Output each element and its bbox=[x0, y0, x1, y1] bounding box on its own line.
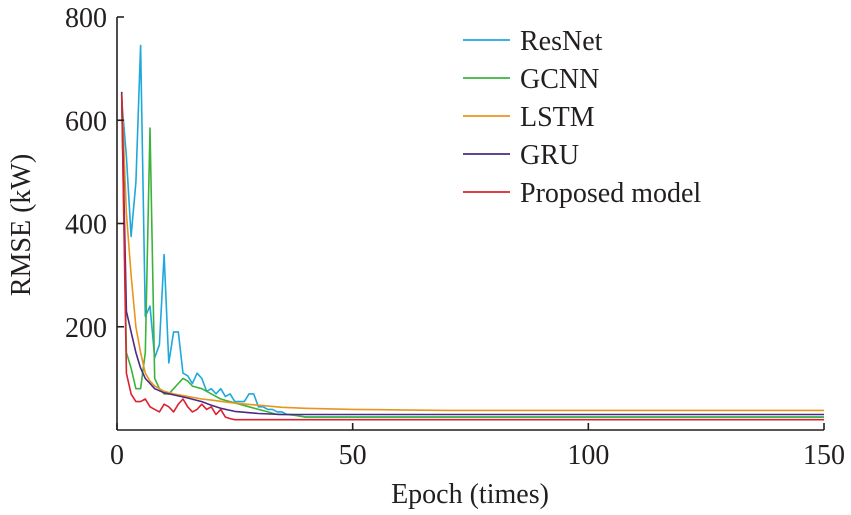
x-tick-label: 50 bbox=[339, 440, 367, 471]
ticks: 0 50 100 150 200 400 600 800 bbox=[65, 3, 845, 471]
y-tick-label: 600 bbox=[65, 106, 107, 137]
x-tick-label: 150 bbox=[803, 440, 845, 471]
x-axis-title: Epoch (times) bbox=[391, 479, 549, 510]
series-line-gru bbox=[120, 91, 824, 416]
series-line-resnet bbox=[120, 44, 824, 418]
y-tick-label: 400 bbox=[65, 210, 107, 241]
legend-label-lstm: LSTM bbox=[520, 102, 595, 133]
legend-label-resnet: ResNet bbox=[520, 26, 603, 57]
y-tick-label: 200 bbox=[65, 313, 107, 344]
axes bbox=[116, 17, 824, 431]
series-line-proposed-model bbox=[120, 94, 824, 421]
legend-label-gru: GRU bbox=[520, 140, 579, 171]
series-line-lstm bbox=[120, 94, 824, 412]
x-tick-label: 100 bbox=[567, 440, 609, 471]
y-axis-title: RMSE (kW) bbox=[6, 154, 37, 296]
legend-label-gcnn: GCNN bbox=[520, 64, 599, 95]
plot-lines bbox=[120, 44, 824, 421]
series-line-gcnn bbox=[120, 94, 824, 418]
y-tick-label: 800 bbox=[65, 3, 107, 34]
legend-label-proposed-model: Proposed model bbox=[520, 178, 701, 209]
x-tick-label: 0 bbox=[110, 440, 124, 471]
legend: ResNet GCNN LSTM GRU Proposed model bbox=[463, 26, 701, 209]
